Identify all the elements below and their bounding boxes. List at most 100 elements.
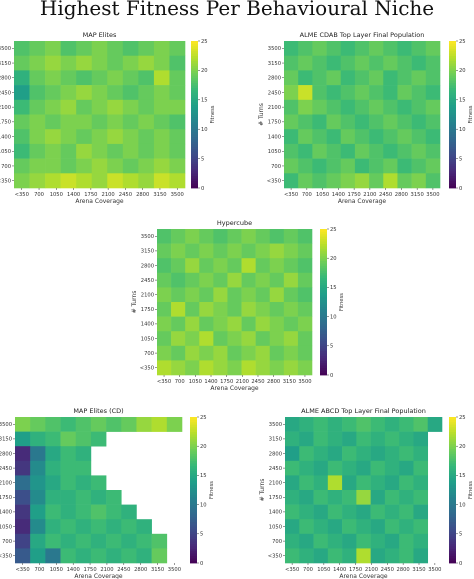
y-tick-label: 2800 (269, 451, 282, 457)
colorbar-tick-label: 0 (200, 561, 203, 567)
heatmap-cell (297, 360, 313, 376)
heatmap-cell (107, 85, 124, 101)
y-axis-label: # Turns (131, 291, 138, 314)
colorbar-segment (449, 97, 456, 101)
heatmap-cell (107, 99, 124, 115)
colorbar-segment (190, 528, 197, 532)
y-tick-label: 3500 (269, 422, 282, 428)
x-tick-label: 2450 (381, 567, 394, 573)
y-tick-label: 3150 (269, 437, 282, 443)
heatmap-cell (138, 55, 155, 71)
colorbar-segment (449, 507, 456, 510)
heatmap-cell (60, 431, 77, 447)
colorbar-segment (449, 136, 456, 140)
colorbar-label: Fitness (339, 293, 345, 311)
heatmap-cell (45, 460, 61, 476)
colorbar-tick-label: 15 (459, 98, 466, 104)
heatmap-cell (340, 55, 356, 71)
heatmap-cell (45, 417, 61, 432)
heatmap-cell (121, 504, 137, 520)
heatmap-cell (45, 519, 61, 535)
y-tick-label: 3500 (141, 234, 154, 240)
heatmap-cell (106, 519, 122, 535)
heatmap-cell (45, 158, 61, 174)
heatmap-cell (312, 143, 327, 159)
y-tick-label: 2450 (0, 90, 11, 96)
heatmap-cell (227, 316, 242, 332)
colorbar-segment (320, 304, 327, 308)
colorbar-segment (320, 340, 327, 344)
colorbar-segment (190, 446, 197, 450)
heatmap-cell (60, 85, 77, 101)
heatmap-cell (14, 143, 30, 159)
heatmap-cell (327, 446, 343, 462)
y-tick-label: 1400 (0, 510, 12, 516)
heatmap-cell (269, 258, 285, 274)
heatmap-cell (340, 173, 356, 189)
colorbar-segment (449, 185, 456, 189)
colorbar-segment (320, 270, 327, 274)
heatmap-cell (369, 99, 384, 115)
heatmap-cell (327, 504, 343, 520)
colorbar-segment (449, 85, 456, 88)
heatmap-cell (76, 114, 93, 130)
colorbar-segment (449, 429, 456, 432)
heatmap-cell (213, 272, 228, 288)
colorbar-segment (449, 480, 456, 484)
colorbar-segment (449, 41, 456, 44)
colorbar-segment (449, 519, 456, 523)
heatmap-panels: MAP Elites350031502800245021001750140010… (0, 31, 474, 579)
heatmap-cell (227, 258, 242, 274)
x-tick-label: 3500 (168, 567, 181, 573)
heatmap-cell (45, 114, 61, 130)
colorbar-segment (449, 436, 456, 440)
heatmap-cell (411, 70, 427, 86)
heatmap-cell (227, 345, 242, 361)
heatmap-cell (369, 41, 384, 56)
y-tick-label: 1050 (268, 149, 281, 155)
colorbar-segment (449, 475, 456, 479)
heatmap-cell (298, 99, 313, 115)
colorbar-segment (320, 250, 327, 254)
heatmap-cell (199, 272, 214, 288)
heatmap-cell (241, 272, 256, 288)
heatmap-cell (14, 55, 30, 71)
heatmap-cell (356, 548, 371, 564)
heatmap-cell (298, 173, 313, 189)
colorbar-segment (320, 243, 327, 247)
colorbar-segment (190, 494, 197, 498)
heatmap-cell (299, 446, 314, 462)
y-tick-label: 2800 (0, 451, 12, 457)
heatmap-cell (138, 173, 155, 189)
heatmap-cell (45, 533, 61, 549)
heatmap-cell (342, 431, 357, 447)
heatmap-cell (157, 345, 172, 361)
y-tick-label: <350 (268, 554, 282, 560)
colorbar-segment (190, 524, 197, 527)
colorbar-segment (191, 90, 198, 93)
heatmap-cell (312, 129, 327, 145)
colorbar-segment (449, 119, 456, 123)
heatmap-cell (326, 85, 342, 101)
colorbar-segment (191, 72, 198, 76)
heatmap-cell (241, 229, 256, 244)
colorbar-segment (190, 441, 197, 445)
heatmap-cell (397, 55, 412, 71)
heatmap-cell (171, 316, 186, 332)
colorbar-segment (449, 455, 456, 459)
heatmap-cell (107, 158, 124, 174)
colorbar-segment (190, 531, 197, 535)
heatmap-cell (283, 302, 299, 317)
y-tick-label: 3150 (141, 249, 154, 255)
panel-title: ALME ABCD Top Layer Final Population (301, 407, 426, 415)
heatmap-cell (383, 129, 398, 145)
heatmap-cell (340, 158, 356, 174)
colorbar-segment (191, 92, 198, 96)
heatmap-cell (327, 417, 343, 432)
heatmap-cell (283, 272, 299, 288)
colorbar-segment (449, 490, 456, 493)
colorbar-segment (449, 77, 456, 81)
heatmap-cell (45, 431, 61, 447)
y-axis-label: # Turns (258, 103, 265, 126)
colorbar-segment (449, 511, 456, 515)
